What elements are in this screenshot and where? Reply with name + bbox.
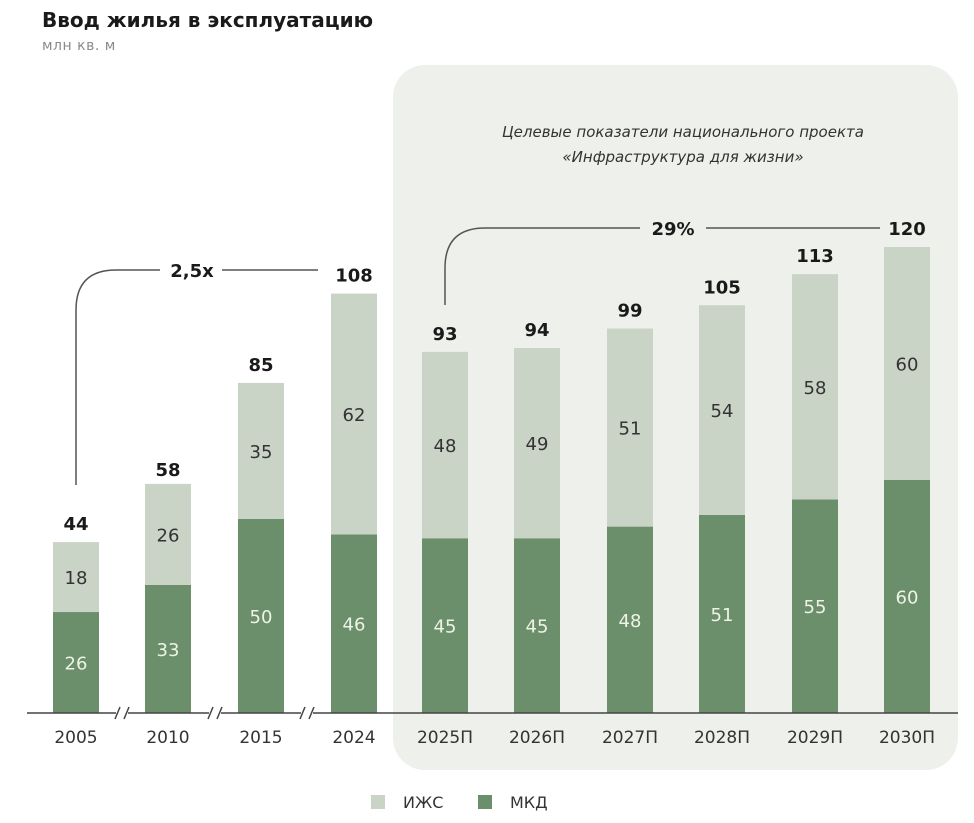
x-tick-2010: 2010 <box>146 728 189 748</box>
axis-break-mark-2 <box>299 706 306 720</box>
annotation-label-target: 29% <box>651 219 694 240</box>
annotation-bracket-target <box>444 227 640 305</box>
bar-label-izhs-2010: 26 <box>157 525 180 546</box>
total-label-2027П: 99 <box>617 301 642 322</box>
axis-break-mark-1 <box>207 706 214 720</box>
bar-izhs-2027П <box>607 328 653 527</box>
bar-izhs-2028П <box>699 305 745 515</box>
bar-izhs-2005 <box>53 542 99 613</box>
legend-label-mkd: МКД <box>510 793 548 812</box>
bar-mkd-2029П <box>792 499 838 713</box>
bar-label-izhs-2025П: 48 <box>434 436 457 457</box>
bar-label-mkd-2010: 33 <box>157 640 180 661</box>
bar-label-mkd-2024: 46 <box>343 615 366 636</box>
bar-label-mkd-2029П: 55 <box>804 597 827 618</box>
chart-title: Ввод жилья в эксплуатацию <box>42 8 374 32</box>
legend-label-izhs: ИЖС <box>403 793 443 812</box>
axis-break-gap-1 <box>209 709 221 717</box>
total-label-2026П: 94 <box>524 320 549 341</box>
panel-caption-line1: Целевые показатели национального проекта <box>502 123 864 141</box>
bar-label-mkd-2026П: 45 <box>526 617 549 638</box>
bar-label-mkd-2005: 26 <box>65 654 88 675</box>
panel-caption-line2: «Инфраструктура для жизни» <box>562 148 803 166</box>
bar-izhs-2029П <box>792 274 838 500</box>
chart-subtitle: млн кв. м <box>42 38 116 54</box>
bar-mkd-2010 <box>145 584 191 713</box>
bar-izhs-2024 <box>331 293 377 535</box>
x-tick-2028П: 2028П <box>694 728 750 748</box>
annotation-bracket-growth <box>75 269 160 485</box>
x-tick-2027П: 2027П <box>602 728 658 748</box>
annotation-label-growth: 2,5x <box>170 261 214 282</box>
legend-swatch-izhs <box>371 795 385 809</box>
x-tick-2015: 2015 <box>239 728 282 748</box>
forecast-panel <box>393 65 958 770</box>
bar-label-izhs-2015: 35 <box>250 442 273 463</box>
bar-label-izhs-2028П: 54 <box>711 401 734 422</box>
bar-label-mkd-2028П: 51 <box>711 605 734 626</box>
bar-label-izhs-2030П: 60 <box>896 355 919 376</box>
bar-izhs-2010 <box>145 483 191 585</box>
bar-label-mkd-2030П: 60 <box>896 588 919 609</box>
x-tick-2026П: 2026П <box>509 728 565 748</box>
total-label-2025П: 93 <box>432 324 457 345</box>
x-tick-2029П: 2029П <box>787 728 843 748</box>
total-label-2010: 58 <box>155 460 180 481</box>
bar-izhs-2030П <box>884 247 930 480</box>
bar-mkd-2005 <box>53 612 99 713</box>
x-tick-2025П: 2025П <box>417 728 473 748</box>
bar-label-mkd-2015: 50 <box>250 607 273 628</box>
total-label-2015: 85 <box>248 355 273 376</box>
bar-mkd-2024 <box>331 534 377 713</box>
total-label-2028П: 105 <box>703 277 741 298</box>
bar-mkd-2026П <box>514 538 560 713</box>
legend-swatch-mkd <box>478 795 492 809</box>
bar-izhs-2015 <box>238 382 284 519</box>
bar-mkd-2027П <box>607 526 653 713</box>
axis-break-mark-1 <box>216 706 223 720</box>
axis-break-mark-2 <box>308 706 315 720</box>
x-tick-2005: 2005 <box>54 728 97 748</box>
axis-break-gap-0 <box>116 709 128 717</box>
bar-label-izhs-2024: 62 <box>343 405 366 426</box>
bar-label-izhs-2026П: 49 <box>526 434 549 455</box>
bar-mkd-2015 <box>238 518 284 713</box>
bar-izhs-2025П <box>422 351 468 539</box>
bar-label-izhs-2029П: 58 <box>804 378 827 399</box>
total-label-2030П: 120 <box>888 219 926 240</box>
x-tick-2030П: 2030П <box>879 728 935 748</box>
bar-mkd-2025П <box>422 538 468 713</box>
bar-mkd-2030П <box>884 480 930 713</box>
x-tick-2024: 2024 <box>332 728 375 748</box>
bar-label-izhs-2005: 18 <box>65 568 88 589</box>
axis-break-mark-0 <box>123 706 130 720</box>
total-label-2024: 108 <box>335 266 373 287</box>
bar-label-mkd-2027П: 48 <box>619 611 642 632</box>
bar-mkd-2028П <box>699 514 745 713</box>
axis-break-mark-0 <box>114 706 121 720</box>
axis-break-gap-2 <box>301 709 313 717</box>
bar-label-mkd-2025П: 45 <box>434 617 457 638</box>
bar-izhs-2026П <box>514 347 560 539</box>
total-label-2029П: 113 <box>796 246 834 267</box>
bar-label-izhs-2027П: 51 <box>619 419 642 440</box>
total-label-2005: 44 <box>63 514 88 535</box>
